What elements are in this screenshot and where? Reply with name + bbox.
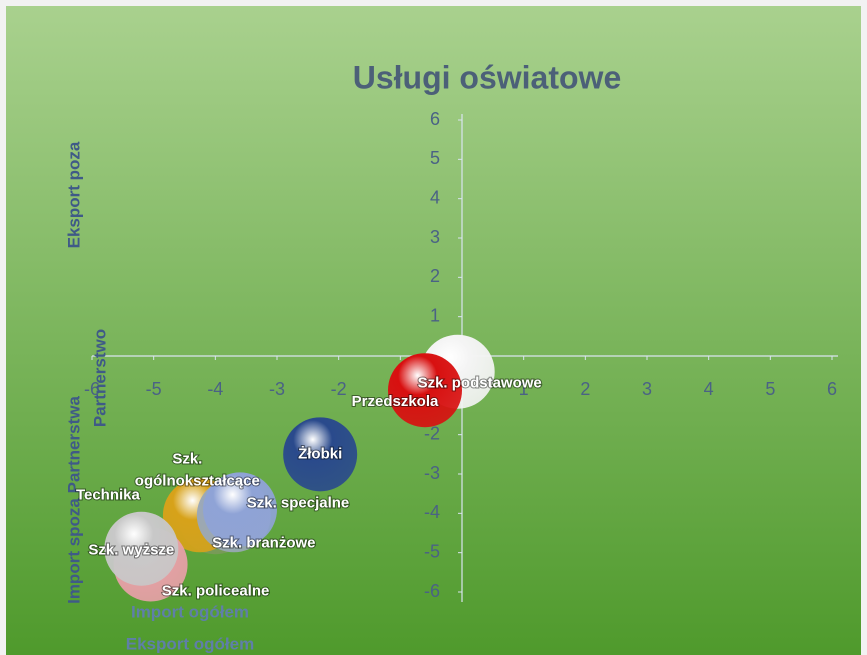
- axis-title: Eksport poza: [64, 141, 83, 248]
- x-tick-label: -5: [146, 379, 162, 399]
- x-tick-label: 6: [827, 379, 837, 399]
- data-label: Technika: [76, 486, 141, 503]
- y-tick-label: 4: [430, 187, 440, 207]
- x-tick-label: 4: [704, 379, 714, 399]
- y-tick-label: 5: [430, 148, 440, 168]
- y-tick-label: 1: [430, 305, 440, 325]
- x-tick-label: -2: [331, 379, 347, 399]
- y-tick-label: -4: [424, 502, 440, 522]
- chart: Usługi oświatowe -6-5-4-3-2-1123456-6-5-…: [0, 0, 867, 655]
- x-tick-label: 5: [765, 379, 775, 399]
- data-label: Przedszkola: [352, 393, 439, 410]
- axis-title: Import ogółem: [131, 602, 249, 621]
- y-tick-label: -3: [424, 463, 440, 483]
- chart-title: Usługi oświatowe: [353, 59, 621, 95]
- data-label: Szk. podstawowe: [418, 375, 542, 392]
- data-label: Żłobki: [298, 445, 342, 462]
- x-tick-label: -4: [207, 379, 223, 399]
- y-tick-label: -6: [424, 581, 440, 601]
- y-tick-label: 6: [430, 109, 440, 129]
- y-tick-label: -5: [424, 541, 440, 561]
- data-label: Szk. policealne: [162, 582, 270, 599]
- y-tick-label: 3: [430, 227, 440, 247]
- data-label: Szk. wyższe: [88, 542, 174, 559]
- x-tick-label: 3: [642, 379, 652, 399]
- x-tick-label: 2: [580, 379, 590, 399]
- data-label: Szk. specjalne: [247, 494, 350, 511]
- axis-title: Partnerstwo: [90, 329, 109, 427]
- axis-title: Eksport ogółem: [126, 634, 254, 653]
- x-tick-label: -3: [269, 379, 285, 399]
- y-tick-label: 2: [430, 266, 440, 286]
- data-label: Szk. branżowe: [212, 534, 315, 551]
